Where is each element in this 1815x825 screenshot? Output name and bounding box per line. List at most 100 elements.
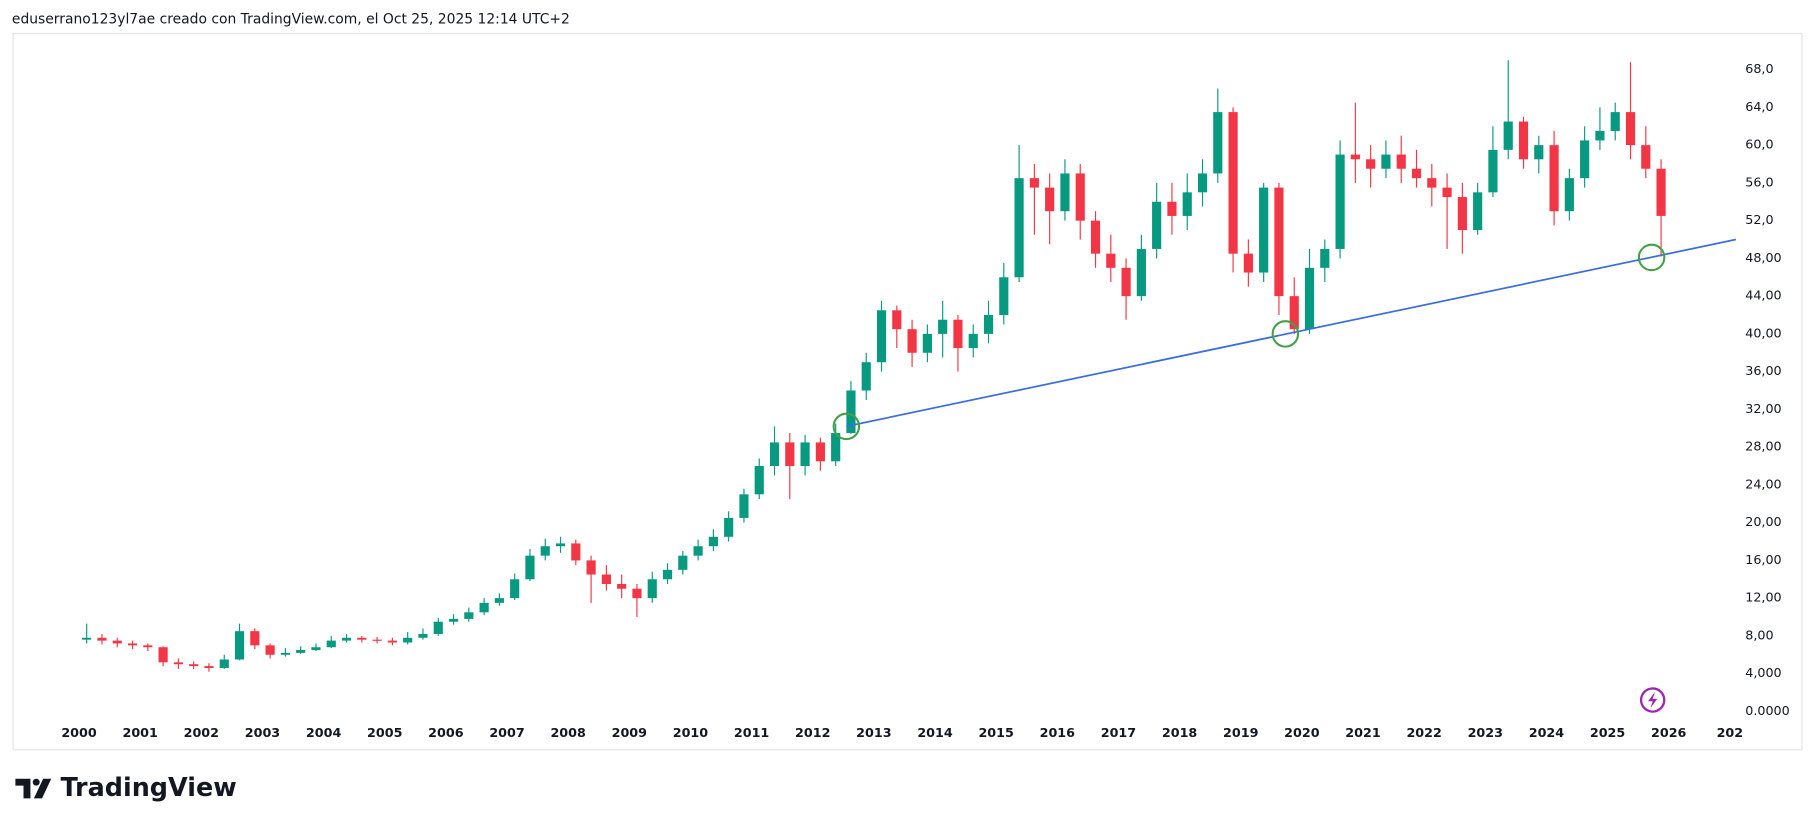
candle-body [341, 637, 352, 641]
y-tick-label: 20,00 [1745, 514, 1781, 529]
candle-body [127, 643, 138, 646]
x-tick-label: 2007 [489, 725, 524, 740]
candle-body [1457, 197, 1467, 231]
x-tick-label: 2005 [367, 725, 402, 740]
candle-body [785, 442, 795, 467]
candle-body [1029, 178, 1039, 188]
plot-area [82, 60, 1736, 672]
x-tick-label: 2006 [428, 725, 464, 740]
candle-body [555, 543, 566, 547]
x-tick-label: 2014 [917, 725, 953, 740]
candle-body [1213, 112, 1223, 174]
candle-body [1503, 121, 1513, 150]
x-tick-label: 2001 [122, 725, 157, 740]
candle-body [1396, 154, 1406, 169]
candle-body [250, 631, 260, 646]
candle-body [510, 579, 520, 599]
candle-body [112, 640, 122, 644]
candle-body [1473, 192, 1483, 231]
candle-body [1488, 149, 1498, 193]
y-tick-label: 40,00 [1745, 325, 1781, 340]
x-tick-label: 2012 [795, 725, 830, 740]
candle-body [372, 639, 382, 641]
candle-body [1182, 192, 1192, 216]
x-tick-label: 2026 [1651, 725, 1687, 740]
candle-body [387, 640, 397, 643]
x-tick-label: 2004 [306, 725, 342, 740]
candle-body [907, 329, 917, 353]
chart-title: eduserrano123yl7ae creado con TradingVie… [12, 12, 570, 28]
candle-body [1259, 187, 1269, 273]
candle-body [204, 666, 214, 668]
candle-body [1335, 154, 1345, 249]
x-tick-label: 2000 [61, 725, 97, 740]
candle-body [769, 442, 780, 467]
candle-body [1014, 178, 1024, 278]
candle-body [938, 319, 948, 334]
candle-body [403, 637, 413, 643]
candle-body [1243, 253, 1253, 273]
candle-body [892, 310, 902, 330]
candle-body [280, 652, 290, 655]
candle-body [1366, 159, 1376, 169]
candle-body [1075, 173, 1085, 221]
candle-body [1197, 173, 1208, 193]
candle-body [1304, 267, 1315, 330]
candle-body [1045, 187, 1055, 212]
candle-body [219, 659, 229, 668]
candle-body [418, 634, 428, 638]
alert-icon [1639, 687, 1666, 713]
candle-body [1121, 267, 1131, 297]
brand-name: TradingView [61, 773, 237, 803]
candle-body [1610, 112, 1620, 131]
trendline [846, 238, 1736, 428]
x-tick-label: 2008 [550, 725, 586, 740]
x-tick-label: 2009 [612, 725, 648, 740]
y-tick-label: 24,00 [1745, 476, 1781, 491]
candle-body [234, 631, 245, 660]
candle-body [1427, 178, 1437, 188]
x-tick-label: 202 [1717, 725, 1744, 740]
candle-body [968, 333, 978, 349]
candle-body [448, 618, 459, 622]
chart-frame [12, 32, 1803, 751]
candle-body [1106, 253, 1116, 268]
candle-body [1060, 173, 1070, 212]
candle-body [678, 555, 688, 570]
candle-body [189, 664, 199, 667]
x-tick-label: 2018 [1162, 725, 1198, 740]
candle-body [296, 650, 306, 653]
candle-body [754, 466, 764, 495]
candle-body [1595, 130, 1605, 141]
candle-body [143, 645, 153, 648]
candle-body [708, 536, 718, 547]
candle-body [158, 647, 168, 663]
x-tick-label: 2010 [673, 725, 709, 740]
candle-body [357, 637, 367, 640]
y-tick-label: 52,0 [1745, 212, 1773, 227]
candle-body [494, 598, 504, 603]
x-tick-label: 2019 [1223, 725, 1259, 740]
candle-body [724, 517, 734, 537]
x-tick-label: 2013 [856, 725, 891, 740]
x-tick-label: 2016 [1040, 725, 1076, 740]
touch-marker [1637, 243, 1666, 272]
candle-body [1411, 168, 1422, 179]
candle-body [1289, 296, 1299, 330]
candle-body [1564, 178, 1574, 212]
y-tick-label: 28,00 [1745, 439, 1781, 454]
y-tick-label: 32,00 [1745, 401, 1781, 416]
candle-body [846, 390, 856, 433]
x-tick-label: 2020 [1284, 725, 1320, 740]
candle-body [1549, 145, 1559, 212]
candle-body [815, 442, 825, 462]
y-tick-label: 0.0000 [1745, 703, 1790, 718]
x-tick-label: 2022 [1406, 725, 1441, 740]
touch-marker [832, 412, 861, 441]
candle-body [525, 555, 535, 580]
candle-body [1580, 140, 1590, 179]
y-tick-label: 16,00 [1745, 552, 1781, 567]
y-tick-label: 60,0 [1745, 137, 1773, 152]
